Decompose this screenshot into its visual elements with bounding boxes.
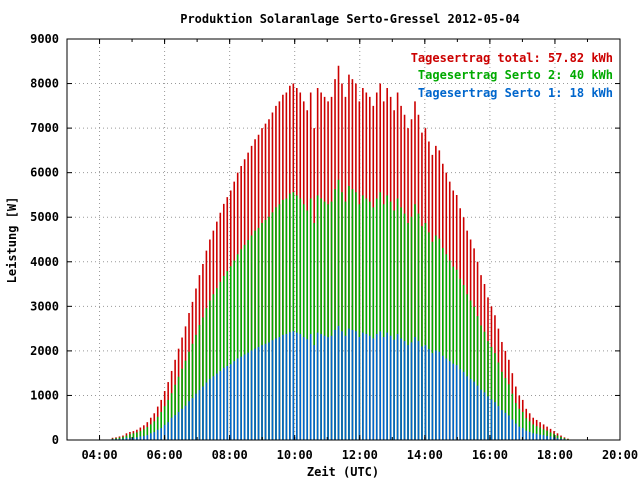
bar-series bbox=[111, 65, 569, 440]
plot-frame bbox=[66, 38, 621, 441]
x-tick-label: 18:00 bbox=[537, 448, 573, 462]
y-tick-label: 0 bbox=[52, 433, 59, 447]
x-axis-label: Zeit (UTC) bbox=[307, 465, 379, 479]
y-tick-label: 7000 bbox=[30, 121, 59, 135]
legend-total: Tagesertrag total: 57.82 kWh bbox=[411, 51, 613, 65]
legend-serto1: Tagesertrag Serto 1: 18 kWh bbox=[418, 86, 613, 100]
x-tick-label: 04:00 bbox=[81, 448, 117, 462]
y-tick-label: 2000 bbox=[30, 344, 59, 358]
x-tick-label: 06:00 bbox=[147, 448, 183, 462]
y-tick-label: 4000 bbox=[30, 255, 59, 269]
x-tick-label: 16:00 bbox=[472, 448, 508, 462]
x-tick-label: 14:00 bbox=[407, 448, 443, 462]
y-tick-label: 9000 bbox=[30, 32, 59, 46]
y-tick-label: 8000 bbox=[30, 77, 59, 91]
axis-ticks: 04:00 06:00 08:00 10:00 12:00 14:00 16:00 18:00… bbox=[30, 32, 638, 462]
grid-lines bbox=[67, 39, 620, 440]
x-tick-label: 20:00 bbox=[602, 448, 638, 462]
x-tick-label: 10:00 bbox=[277, 448, 313, 462]
x-tick-label: 08:00 bbox=[212, 448, 248, 462]
y-tick-label: 5000 bbox=[30, 210, 59, 224]
y-tick-label: 1000 bbox=[30, 388, 59, 402]
y-axis-label: Leistung [W] bbox=[5, 197, 19, 284]
x-tick-label: 12:00 bbox=[342, 448, 378, 462]
y-tick-label: 3000 bbox=[30, 299, 59, 313]
y-tick-label: 6000 bbox=[30, 166, 59, 180]
legend-serto2: Tagesertrag Serto 2: 40 kWh bbox=[418, 68, 613, 82]
chart-title: Produktion Solaranlage Serto-Gressel 201… bbox=[180, 12, 520, 26]
